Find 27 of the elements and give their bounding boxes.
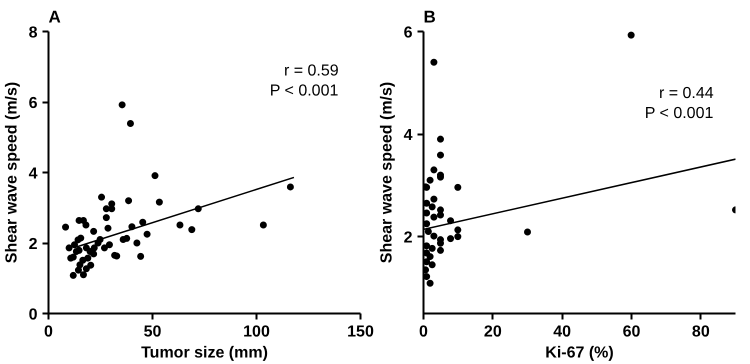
x-axis-title: Tumor size (mm) [141, 344, 268, 362]
y-tick-label: 2 [28, 236, 38, 253]
y-axis-title: Shear wave speed (m/s) [378, 82, 396, 264]
x-tick-label: 20 [484, 324, 502, 340]
y-tick-label: 0 [28, 306, 38, 324]
annotation: P < 0.001 [644, 105, 714, 122]
x-axis-title: Ki-67 (%) [545, 344, 614, 362]
annotation: P < 0.001 [270, 82, 338, 100]
y-tick-label: 4 [28, 166, 38, 182]
annotation: r = 0.44 [658, 85, 714, 102]
y-tick-label: 8 [28, 24, 38, 42]
x-tick-label: 0 [44, 324, 54, 340]
x-tick-label: 80 [692, 324, 710, 340]
x-tick-label: 150 [347, 324, 374, 340]
y-tick-label: 2 [404, 230, 413, 247]
x-tick-label: 40 [553, 324, 572, 340]
y-axis-title: Shear wave speed (m/s) [4, 82, 21, 264]
x-tick-label: 50 [144, 324, 162, 340]
annotation: r = 0.59 [284, 62, 339, 80]
x-tick-label: 0 [419, 324, 428, 340]
chart-title: B [424, 8, 436, 26]
y-tick-label: 6 [404, 24, 413, 42]
chart-title: A [48, 8, 61, 26]
y-tick-label: 4 [404, 127, 413, 144]
y-tick-label: 6 [28, 95, 38, 112]
x-tick-label: 60 [622, 324, 640, 340]
x-tick-label: 100 [243, 324, 270, 340]
